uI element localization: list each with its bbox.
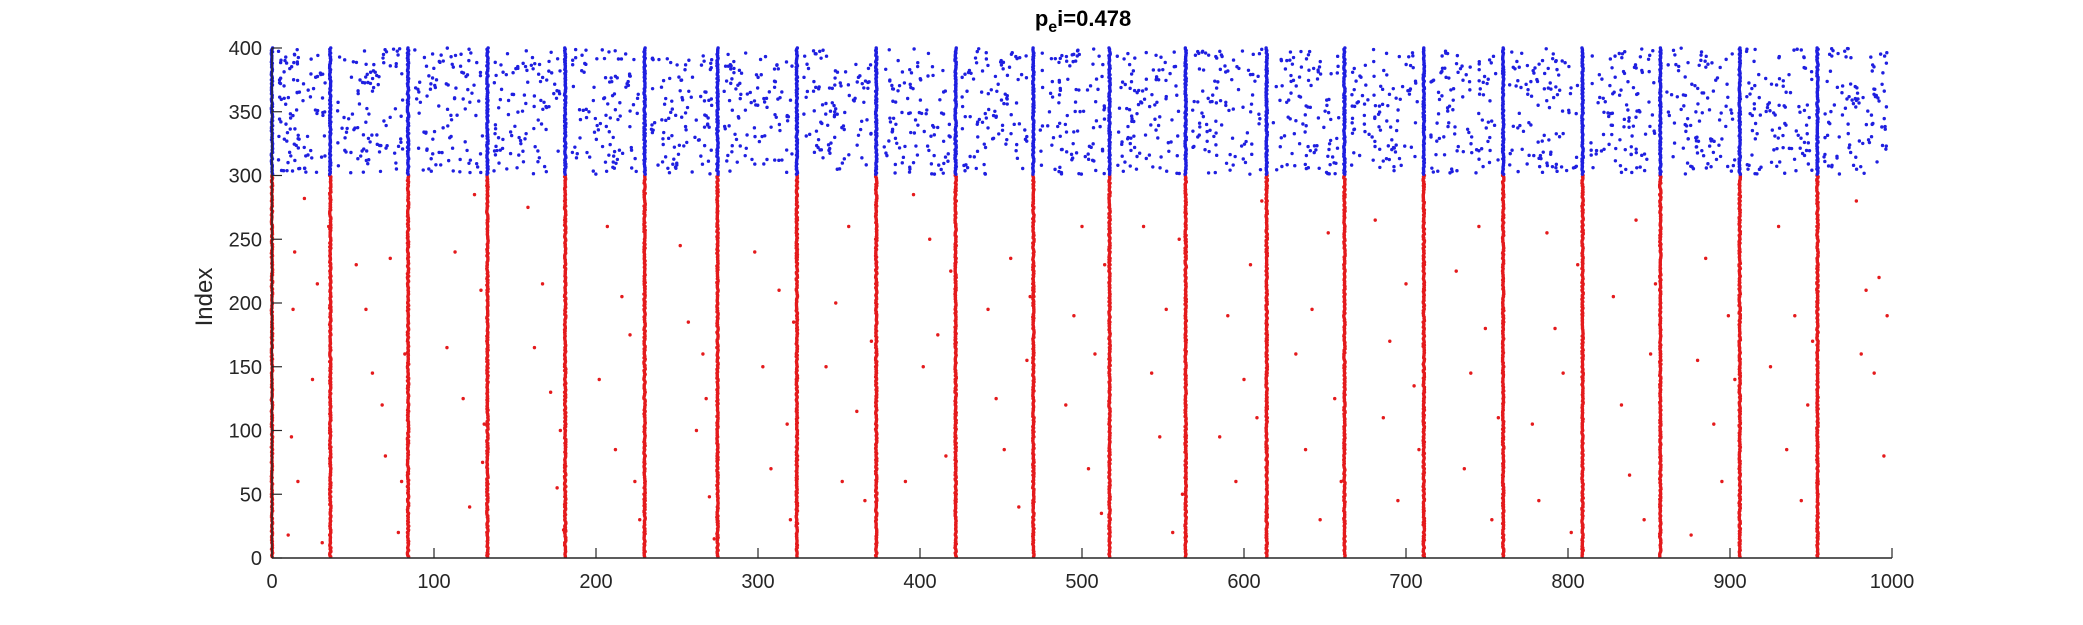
plot-area	[269, 46, 1889, 559]
excitatory-spikes	[269, 173, 1889, 559]
